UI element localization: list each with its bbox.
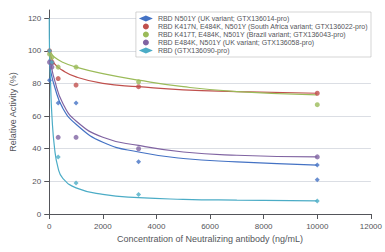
svg-text:0: 0 bbox=[37, 210, 42, 219]
svg-text:120: 120 bbox=[28, 14, 42, 23]
svg-text:RBD N501Y (UK variant; GTX1360: RBD N501Y (UK variant; GTX136014-pro) bbox=[158, 15, 289, 23]
svg-text:80: 80 bbox=[32, 79, 41, 88]
svg-text:RBD K417N, E484K, N501Y (South: RBD K417N, E484K, N501Y (South Africa va… bbox=[158, 23, 368, 31]
svg-text:10000: 10000 bbox=[306, 222, 329, 231]
svg-text:0: 0 bbox=[47, 222, 52, 231]
svg-text:RBD K417T, E484K, N501Y (Brazi: RBD K417T, E484K, N501Y (Brazil variant;… bbox=[158, 31, 346, 39]
svg-text:20: 20 bbox=[32, 177, 41, 186]
svg-text:8000: 8000 bbox=[255, 222, 273, 231]
svg-text:40: 40 bbox=[32, 144, 41, 153]
svg-text:60: 60 bbox=[32, 112, 41, 121]
svg-text:Relative Activity (%): Relative Activity (%) bbox=[8, 72, 18, 152]
svg-text:6000: 6000 bbox=[201, 222, 219, 231]
svg-text:RBD E484K, N501Y (UK variant;: RBD E484K, N501Y (UK variant; GTX136058-… bbox=[158, 39, 314, 47]
svg-text:2000: 2000 bbox=[94, 222, 112, 231]
svg-text:Concentration of Neutralizing: Concentration of Neutralizing antibody (… bbox=[117, 234, 303, 244]
svg-text:4000: 4000 bbox=[148, 222, 166, 231]
svg-text:RBD (GTX136090-pro): RBD (GTX136090-pro) bbox=[158, 47, 230, 55]
svg-text:100: 100 bbox=[28, 46, 42, 55]
svg-text:12000: 12000 bbox=[360, 222, 383, 231]
